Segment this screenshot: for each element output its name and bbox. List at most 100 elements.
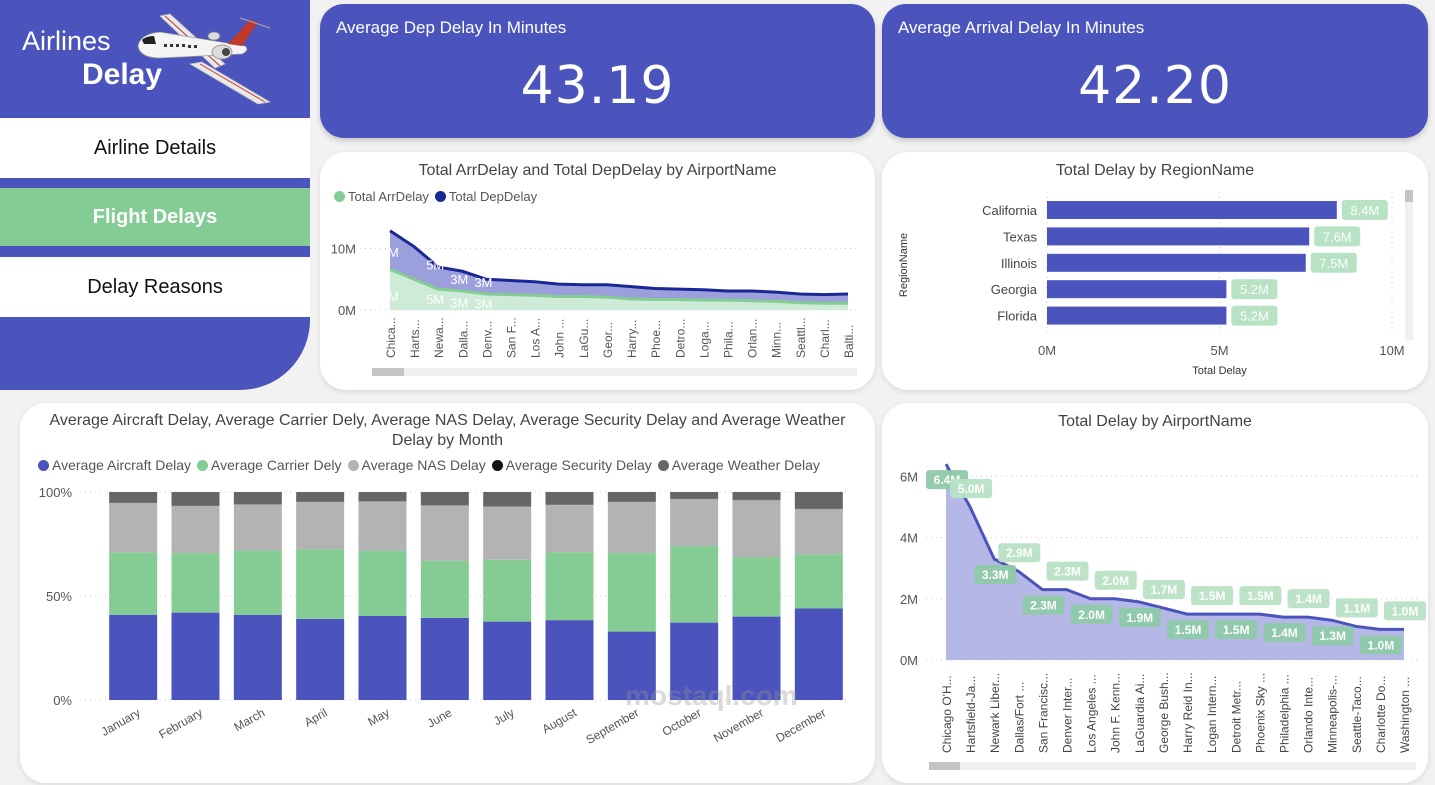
- data-label-bg: [1384, 601, 1426, 621]
- x-tick-label: Chica...: [384, 317, 398, 358]
- bar-segment: [296, 492, 345, 502]
- x-tick-label: January: [99, 705, 143, 738]
- data-label: 1.0M: [1368, 638, 1395, 652]
- scrollbar-thumb[interactable]: [372, 368, 404, 376]
- data-label-bg: [1359, 635, 1402, 655]
- x-tick-label: 10M: [1379, 343, 1404, 358]
- data-label-bg: [1310, 252, 1357, 273]
- bar-segment: [420, 505, 469, 561]
- data-label: 5M: [426, 258, 444, 273]
- x-tick-label: Seattl...: [794, 317, 808, 358]
- bar-segment: [171, 492, 220, 506]
- bar-segment: [670, 499, 719, 547]
- legend-item[interactable]: Average Security Delay: [491, 457, 652, 473]
- data-label-bg: [1142, 579, 1185, 599]
- data-label: 1.5M: [1247, 589, 1274, 603]
- bar-segment: [483, 506, 532, 560]
- bar: [1047, 201, 1337, 219]
- bar-segment: [607, 492, 656, 502]
- area-chart-arr-dep: 0M 10M M 5M 3M 3M M 5M 3M 3M Chica... Harts... Newa.…: [331, 229, 860, 376]
- x-tick-label: August: [540, 705, 580, 736]
- bar-segment: [358, 501, 407, 552]
- data-label: 1.5M: [1175, 623, 1202, 637]
- data-label: 2.0M: [1078, 608, 1105, 622]
- data-label: 5.2M: [1240, 282, 1269, 297]
- legend-item[interactable]: Average Aircraft Delay: [38, 457, 191, 473]
- data-label: 1.5M: [1199, 589, 1226, 603]
- legend-item[interactable]: Total ArrDelay: [334, 189, 429, 204]
- bar-segment: [545, 504, 594, 553]
- nav-item-airline-details[interactable]: Airline Details: [0, 118, 310, 178]
- x-tick-label: Orlando Inte...: [1302, 677, 1316, 753]
- x-tick-label: Phoe...: [649, 320, 663, 358]
- x-tick-label: Geor...: [601, 322, 615, 358]
- bar-segment: [358, 615, 407, 700]
- x-tick-label: Logan Intern...: [1205, 676, 1219, 753]
- bar: [1047, 253, 1306, 272]
- sidebar: Airlines Delay Airline Details Flight De: [0, 0, 310, 390]
- x-tick-label: Dallas/Fort ...: [1012, 682, 1026, 753]
- x-tick-label: Washington ...: [1398, 677, 1412, 753]
- legend-item[interactable]: Total DepDelay: [434, 189, 537, 204]
- bar-segment: [732, 616, 781, 700]
- x-tick-label: LaGuardia Ai...: [1133, 674, 1147, 753]
- scrollbar-thumb[interactable]: [1405, 190, 1413, 202]
- x-tick-label: George Bush...: [1157, 672, 1171, 753]
- bar-segment: [670, 622, 719, 700]
- x-tick-label: San F...: [505, 317, 519, 358]
- x-tick-label: Hartsfield-Ja...: [964, 676, 978, 753]
- data-label: 7.6M: [1323, 229, 1352, 244]
- y-tick-label: Illinois: [1001, 256, 1038, 271]
- chart-title: Total Delay by AirportName: [1058, 413, 1252, 430]
- legend-label: Average Aircraft Delay: [52, 457, 192, 473]
- chart-title: Total ArrDelay and Total DepDelay by Air…: [418, 162, 777, 179]
- bar-segment: [483, 492, 532, 507]
- nav-item-delay-reasons[interactable]: Delay Reasons: [0, 257, 310, 317]
- bar-segment: [233, 504, 282, 551]
- data-label: 2.3M: [1054, 565, 1081, 579]
- x-tick-label: September: [583, 705, 641, 746]
- x-tick-label: Los Angeles ...: [1085, 674, 1099, 753]
- data-label: 1.3M: [1319, 629, 1346, 643]
- y-tick-label: Texas: [1003, 229, 1037, 244]
- data-label-bg: [1118, 607, 1161, 627]
- nav-item-flight-delays[interactable]: Flight Delays: [0, 188, 310, 246]
- data-label: 2.3M: [1030, 599, 1057, 613]
- data-label-bg: [998, 543, 1041, 563]
- line-total-delay: [944, 463, 1404, 631]
- legend-dot-icon: [657, 459, 669, 471]
- x-tick-label: Minneapolis-...: [1326, 675, 1340, 753]
- data-label: 1.1M: [1343, 601, 1370, 615]
- line-arr-delay: [389, 268, 848, 305]
- bar-segment: [233, 614, 282, 700]
- data-label: M: [388, 245, 399, 260]
- chart-title: Average Aircraft Delay, Average Carrier …: [49, 412, 846, 449]
- data-label-bg: [1191, 586, 1234, 606]
- x-tick-label: December: [773, 705, 828, 745]
- x-tick-label: Philadelphia ...: [1277, 674, 1291, 753]
- bar-segment: [483, 559, 532, 622]
- scrollbar-thumb[interactable]: [929, 762, 960, 770]
- x-tick-label: Harry Reid In...: [1181, 672, 1195, 753]
- bar-segment: [109, 614, 158, 700]
- legend-dot-icon: [334, 191, 345, 202]
- bar-segment: [794, 554, 843, 609]
- legend-item[interactable]: Average Weather Delay: [657, 457, 820, 473]
- legend-label: Average Carrier Dely: [211, 457, 342, 473]
- x-tick-label: Seattle-Taco...: [1350, 676, 1364, 753]
- y-tick-label: 6M: [900, 469, 918, 484]
- data-label: 7.5M: [1319, 256, 1348, 271]
- bar-segment: [545, 492, 594, 505]
- x-tick-label: John F. Kenn...: [1109, 673, 1123, 753]
- data-label-bg: [1215, 620, 1258, 640]
- bar-segment: [420, 560, 469, 618]
- x-tick-label: Denver Inter...: [1061, 678, 1075, 753]
- legend-item[interactable]: Average Carrier Dely: [197, 457, 342, 473]
- x-tick-label: 5M: [1210, 343, 1228, 358]
- legend-item[interactable]: Average NAS Delay: [347, 457, 486, 473]
- chart-legend: Total ArrDelay Total DepDelay: [334, 189, 537, 204]
- y-tick-label: California: [982, 203, 1038, 218]
- data-label: 2.9M: [1006, 546, 1033, 560]
- data-label-bg: [1046, 561, 1089, 581]
- bar-segment: [607, 501, 656, 554]
